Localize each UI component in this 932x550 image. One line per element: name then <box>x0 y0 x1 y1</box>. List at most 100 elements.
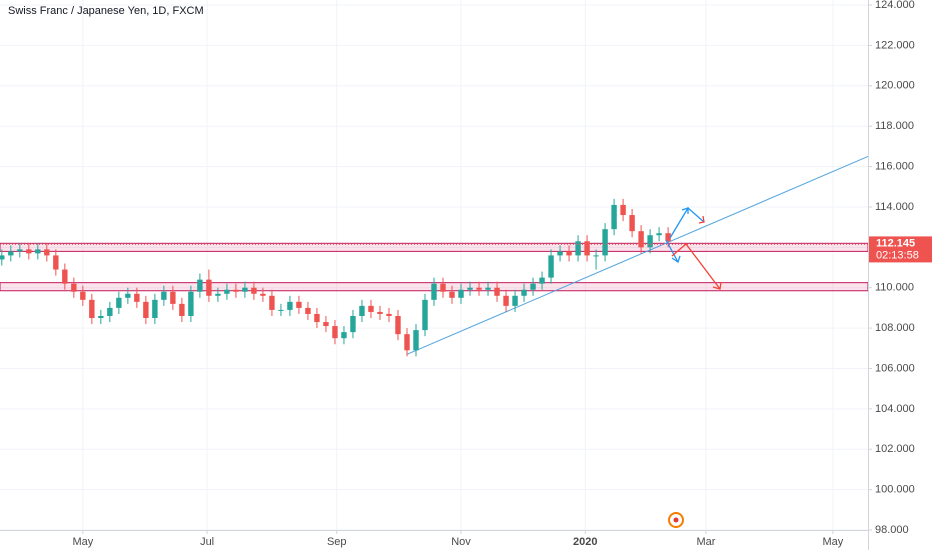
y-tick-label: 104.000 <box>875 403 915 415</box>
candle-body <box>278 309 284 311</box>
candle-body <box>332 326 338 339</box>
candle-body <box>80 291 86 300</box>
candle-body <box>341 332 347 339</box>
candle-body <box>98 315 104 318</box>
candle-body <box>287 301 293 310</box>
y-tick-label: 102.000 <box>875 443 915 455</box>
candle-body <box>656 233 662 236</box>
countdown-label: 02:13:58 <box>876 249 919 261</box>
candle-body <box>35 249 41 254</box>
candle-body <box>116 297 122 308</box>
candle-body <box>602 229 608 256</box>
arrow-blue-down <box>665 239 679 263</box>
x-tick-label: Nov <box>451 536 471 548</box>
candle-body <box>449 291 455 298</box>
candle-body <box>359 305 365 316</box>
candle-body <box>386 313 392 316</box>
candle-body <box>494 287 500 296</box>
candle-body <box>323 322 329 327</box>
candle-body <box>8 251 14 256</box>
arrow-head-blue <box>681 207 689 214</box>
candle-body <box>431 283 437 300</box>
candle-body <box>575 241 581 256</box>
candle-body <box>467 287 473 290</box>
candle-body <box>611 204 617 230</box>
candle-body <box>413 330 419 351</box>
candle-body <box>530 283 536 290</box>
candle-body <box>305 307 311 314</box>
x-tick-label: Mar <box>696 536 715 548</box>
candle-body <box>206 279 212 296</box>
candle-body <box>548 255 554 278</box>
candle-body <box>17 249 23 252</box>
candle-body <box>665 233 671 242</box>
x-tick-label: May <box>72 536 93 548</box>
trendline <box>406 156 869 355</box>
candle-body <box>539 277 545 284</box>
logo-ring <box>668 512 684 528</box>
candle-body <box>71 283 77 292</box>
y-tick-label: 116.000 <box>875 160 914 172</box>
candle-body <box>188 291 194 316</box>
candle-body <box>0 255 5 260</box>
y-tick-label: 124.000 <box>875 0 915 11</box>
candle-body <box>170 291 176 304</box>
logo <box>668 512 684 528</box>
x-tick-label: 2020 <box>573 536 597 548</box>
last-price-label: 112.145 <box>876 237 915 249</box>
x-tick-label: Sep <box>327 536 347 548</box>
candle-body <box>512 295 518 306</box>
candle-body <box>485 287 491 290</box>
candle-body <box>197 279 203 292</box>
candle-body <box>134 293 140 302</box>
arrows <box>665 206 722 290</box>
candle-body <box>62 269 68 284</box>
candle-body <box>26 249 32 254</box>
candle-body <box>215 293 221 296</box>
arrow-head-blue-down <box>671 255 681 264</box>
candle-body <box>404 334 410 351</box>
candle-body <box>476 287 482 290</box>
arrow-head-red <box>698 215 705 224</box>
candle-body <box>233 289 239 292</box>
candle-body <box>242 287 248 292</box>
y-tick-label: 106.000 <box>875 362 915 374</box>
candle-body <box>395 315 401 335</box>
candle-body <box>44 249 50 256</box>
candle-body <box>557 251 563 256</box>
y-tick-label: 110.000 <box>875 282 914 294</box>
candle-body <box>143 301 149 318</box>
candle-body <box>368 305 374 312</box>
candle-body <box>296 301 302 308</box>
y-tick-label: 122.000 <box>875 39 915 51</box>
candle-body <box>269 295 275 310</box>
y-tick-label: 118.000 <box>875 120 914 132</box>
candle-body <box>377 311 383 314</box>
price-zone <box>0 242 869 252</box>
candle-body <box>458 289 464 298</box>
candle-body <box>629 215 635 232</box>
y-tick-label: 100.000 <box>875 484 915 496</box>
candle-body <box>647 235 653 248</box>
y-tick-label: 108.000 <box>875 322 915 334</box>
y-tick-label: 120.000 <box>875 80 915 92</box>
candle-body <box>53 255 59 270</box>
candle-body <box>584 241 590 256</box>
candle-body <box>152 299 158 318</box>
x-tick-label: Jul <box>200 536 214 548</box>
candle-body <box>422 299 428 331</box>
candle-body <box>89 299 95 318</box>
candle-body <box>251 287 257 294</box>
candle-body <box>224 289 230 294</box>
chart-title: Swiss Franc / Japanese Yen, 1D, FXCM <box>8 5 204 17</box>
candle-body <box>260 293 266 296</box>
candle-body <box>638 231 644 248</box>
logo-dot <box>673 517 679 523</box>
y-tick-label: 114.000 <box>875 201 914 213</box>
arrow-red-down <box>671 243 721 290</box>
candle-body <box>503 295 509 306</box>
candle-body <box>314 313 320 323</box>
candle-body <box>620 204 626 216</box>
